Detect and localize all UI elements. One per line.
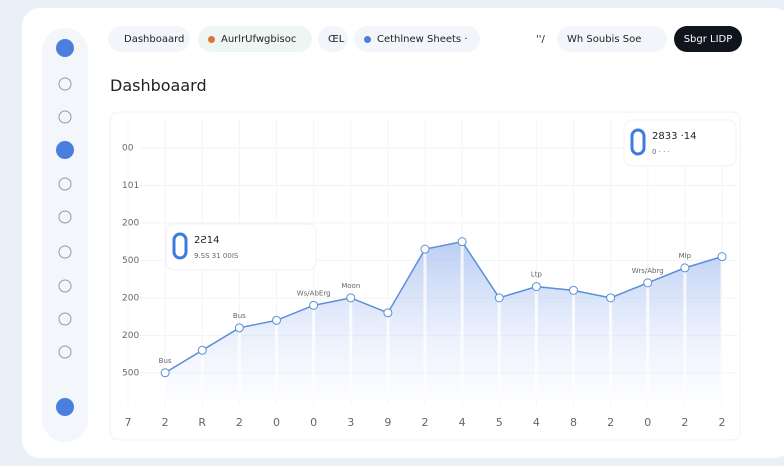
nav-icon[interactable] xyxy=(58,345,72,359)
annotation: Ltp xyxy=(531,271,543,279)
x-tick-label: 7 xyxy=(125,416,132,429)
nav-icon[interactable] xyxy=(58,245,72,259)
annotation: Wrs/Abrg xyxy=(632,267,664,275)
point xyxy=(494,293,504,303)
nav-icon[interactable] xyxy=(58,177,72,191)
x-tick-label: 0 xyxy=(273,416,280,429)
nav-icon[interactable] xyxy=(56,39,74,57)
sidebar xyxy=(42,28,88,442)
x-tick-label: 5 xyxy=(496,416,503,429)
nav-icon[interactable] xyxy=(56,141,74,159)
x-tick-label: 0 xyxy=(644,416,651,429)
primary-button[interactable]: Sbgr LIDP xyxy=(674,26,742,52)
page-title: Dashboaard xyxy=(110,76,207,95)
sidebar-bg xyxy=(42,28,88,442)
y-tick-label: 200 xyxy=(122,331,139,341)
x-tick-label: 9 xyxy=(384,416,391,429)
point xyxy=(383,308,393,318)
annotation: Bus xyxy=(159,357,172,365)
nav-icon[interactable] xyxy=(58,279,72,293)
x-tick-label: 2 xyxy=(681,416,688,429)
point xyxy=(346,293,356,303)
nav-item[interactable]: Cethlnew Sheets · xyxy=(354,26,480,52)
nav-label: Dashboaard xyxy=(124,33,185,45)
page: Dashboaard AurlrUfwgbisoc ŒL Cethlnew Sh… xyxy=(22,8,784,458)
annotation: Mlp xyxy=(679,252,692,260)
stat-value: 2Ƨ14 xyxy=(194,235,219,246)
y-tick-label: 500 xyxy=(122,368,139,378)
stat-sub: 0 · · · xyxy=(652,148,670,156)
x-tick-label: R xyxy=(198,416,206,429)
x-tick-label: 2 xyxy=(607,416,614,429)
stat-icon xyxy=(630,128,646,156)
point xyxy=(569,285,578,295)
nav-label: AurlrUfwgbisoc xyxy=(221,33,297,45)
stat-card xyxy=(623,119,737,167)
point xyxy=(420,244,430,254)
x-tick-label: 2 xyxy=(236,416,243,429)
shortcut[interactable]: ''/ xyxy=(526,26,556,52)
x-tick-label: 0 xyxy=(310,416,317,429)
annotation: Moon xyxy=(341,282,360,290)
annotation: Ws/AbErg xyxy=(297,289,331,297)
line xyxy=(164,240,723,374)
point xyxy=(272,315,281,325)
point xyxy=(606,293,616,303)
area xyxy=(165,241,722,399)
point xyxy=(457,237,467,247)
x-tick-label: 2 xyxy=(719,416,726,429)
y-tick-label: 500 xyxy=(122,256,139,266)
chart: 5002002005002001010072R20039245482022Bus… xyxy=(109,111,741,441)
nav-item[interactable]: ŒL xyxy=(318,26,348,52)
user-label: Wh Soubis Soe xyxy=(567,33,642,45)
nav-icon[interactable] xyxy=(58,210,72,224)
button-label: Sbgr LIDP xyxy=(683,33,733,45)
nav-item[interactable]: AurlrUfwgbisoc xyxy=(198,26,312,52)
y-tick-label: 101 xyxy=(122,181,139,191)
point xyxy=(197,345,207,355)
point xyxy=(309,300,319,310)
x-tick-label: 4 xyxy=(533,416,540,429)
x-tick-label: 2 xyxy=(162,416,169,429)
x-tick-label: 8 xyxy=(570,416,577,429)
stat-value: 2833 ·14 xyxy=(652,131,697,142)
stat-sub: 9.SS 31 00IS xyxy=(194,252,239,260)
y-tick-label: 200 xyxy=(122,293,139,303)
point xyxy=(680,263,690,273)
user-menu[interactable]: Wh Soubis Soe xyxy=(557,26,667,52)
point xyxy=(717,252,727,262)
annotation: Bus xyxy=(233,312,246,320)
stat-card xyxy=(165,223,317,271)
point xyxy=(234,323,244,333)
x-tick-label: 3 xyxy=(347,416,354,429)
point xyxy=(160,368,170,378)
nav-icon[interactable] xyxy=(58,312,72,326)
nav-item[interactable]: Dashboaard xyxy=(108,26,190,52)
nav-label: Cethlnew Sheets · xyxy=(377,33,468,45)
y-tick-label: 200 xyxy=(122,218,139,228)
nav-icon[interactable] xyxy=(58,110,72,124)
nav-icon[interactable] xyxy=(58,77,72,91)
point xyxy=(643,278,653,288)
x-tick-label: 4 xyxy=(459,416,466,429)
nav-icon[interactable] xyxy=(56,398,74,416)
point xyxy=(531,282,541,292)
nav-label: ŒL xyxy=(328,33,345,45)
stat-icon xyxy=(172,232,188,260)
x-tick-label: 2 xyxy=(422,416,429,429)
shortcut-label: ''/ xyxy=(536,33,545,45)
